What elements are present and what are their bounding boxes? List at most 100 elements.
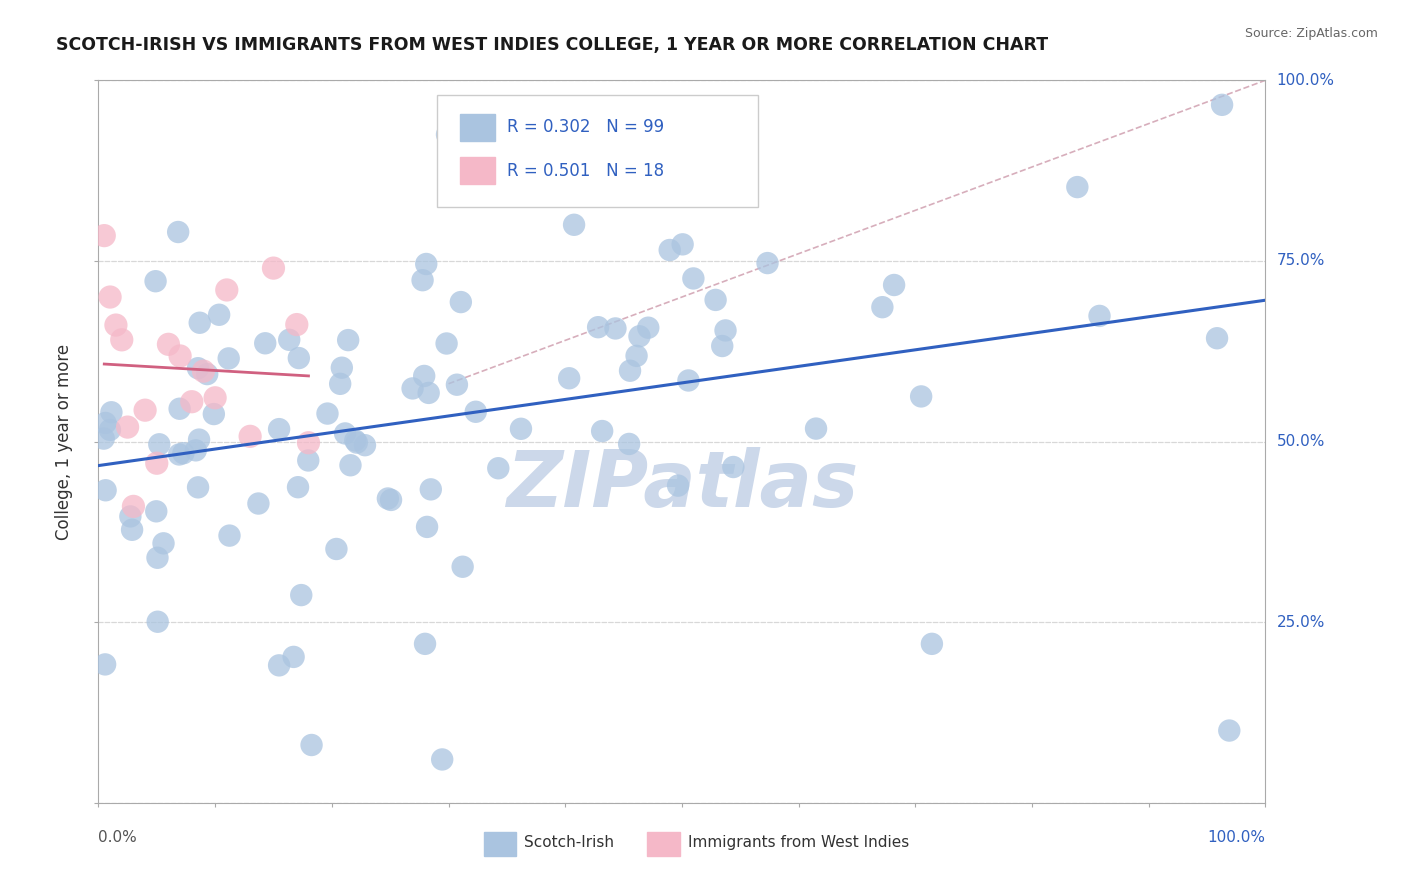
Text: Immigrants from West Indies: Immigrants from West Indies — [688, 835, 910, 850]
Text: R = 0.501   N = 18: R = 0.501 N = 18 — [508, 161, 664, 179]
Point — [297, 435, 319, 450]
Point — [510, 422, 533, 436]
Point — [98, 290, 121, 304]
Point — [432, 752, 454, 766]
Point — [586, 320, 609, 334]
Point — [337, 333, 360, 347]
Text: SCOTCH-IRISH VS IMMIGRANTS FROM WEST INDIES COLLEGE, 1 YEAR OR MORE CORRELATION : SCOTCH-IRISH VS IMMIGRANTS FROM WEST IND… — [56, 36, 1049, 54]
Point — [756, 256, 779, 270]
Text: ZIPatlas: ZIPatlas — [506, 447, 858, 523]
Point — [172, 446, 194, 460]
Point — [134, 403, 156, 417]
Point — [339, 458, 361, 473]
Point — [464, 405, 486, 419]
Point — [714, 323, 737, 337]
Text: 0.0%: 0.0% — [98, 830, 138, 845]
Point — [290, 588, 312, 602]
Point — [187, 480, 209, 494]
Point — [344, 434, 367, 448]
Point — [711, 339, 734, 353]
Text: 25.0%: 25.0% — [1277, 615, 1324, 630]
Point — [184, 443, 207, 458]
Point — [666, 478, 689, 492]
Point — [804, 421, 827, 435]
Point — [94, 416, 117, 430]
Point — [626, 349, 648, 363]
Point — [457, 167, 479, 181]
Point — [269, 658, 291, 673]
Point — [418, 385, 440, 400]
Text: 100.0%: 100.0% — [1277, 73, 1334, 87]
Text: Source: ZipAtlas.com: Source: ZipAtlas.com — [1244, 27, 1378, 40]
Point — [218, 528, 240, 542]
Point — [120, 509, 142, 524]
Point — [121, 523, 143, 537]
Point — [450, 295, 472, 310]
Point — [412, 273, 434, 287]
Text: 50.0%: 50.0% — [1277, 434, 1324, 449]
Bar — [460, 113, 495, 141]
Point — [617, 437, 640, 451]
Point — [287, 480, 309, 494]
Point — [591, 424, 613, 438]
Point — [104, 318, 127, 332]
Point — [188, 433, 211, 447]
Point — [325, 541, 347, 556]
Point — [148, 437, 170, 451]
Point — [1218, 723, 1240, 738]
Point — [202, 407, 225, 421]
Point — [658, 243, 681, 257]
Point — [330, 360, 353, 375]
Point — [723, 460, 745, 475]
Point — [204, 391, 226, 405]
Point — [921, 637, 943, 651]
Point — [98, 423, 121, 437]
Point — [910, 389, 932, 403]
Point — [678, 374, 700, 388]
Point — [413, 368, 436, 383]
Point — [152, 536, 174, 550]
Point — [146, 615, 169, 629]
Point — [415, 257, 437, 271]
Point — [122, 500, 145, 514]
Point — [193, 364, 215, 378]
Y-axis label: College, 1 year or more: College, 1 year or more — [55, 343, 73, 540]
Point — [218, 351, 240, 366]
Text: R = 0.302   N = 99: R = 0.302 N = 99 — [508, 119, 664, 136]
Point — [167, 447, 190, 461]
Point — [329, 376, 352, 391]
Point — [872, 300, 894, 314]
Point — [704, 293, 727, 307]
Point — [247, 496, 270, 510]
Point — [297, 453, 319, 467]
Point — [100, 405, 122, 419]
Point — [377, 491, 399, 506]
Point — [146, 550, 169, 565]
Point — [1211, 98, 1233, 112]
Point — [117, 420, 139, 434]
Point — [288, 351, 311, 365]
Point — [285, 318, 308, 332]
Text: 100.0%: 100.0% — [1208, 830, 1265, 845]
Point — [619, 364, 641, 378]
Point — [380, 492, 402, 507]
Point — [188, 316, 211, 330]
Point — [354, 438, 377, 452]
Point — [401, 381, 423, 395]
Point — [269, 422, 291, 436]
Point — [605, 321, 627, 335]
Point — [180, 394, 202, 409]
Point — [1088, 309, 1111, 323]
Point — [1206, 331, 1229, 345]
Point — [215, 283, 238, 297]
Point — [169, 401, 191, 416]
Point — [316, 407, 339, 421]
Point — [167, 225, 190, 239]
Point — [208, 308, 231, 322]
Point — [195, 367, 218, 381]
Point — [278, 333, 301, 347]
Point — [333, 426, 356, 441]
Point — [157, 337, 180, 351]
Point — [413, 637, 436, 651]
Point — [436, 336, 458, 351]
